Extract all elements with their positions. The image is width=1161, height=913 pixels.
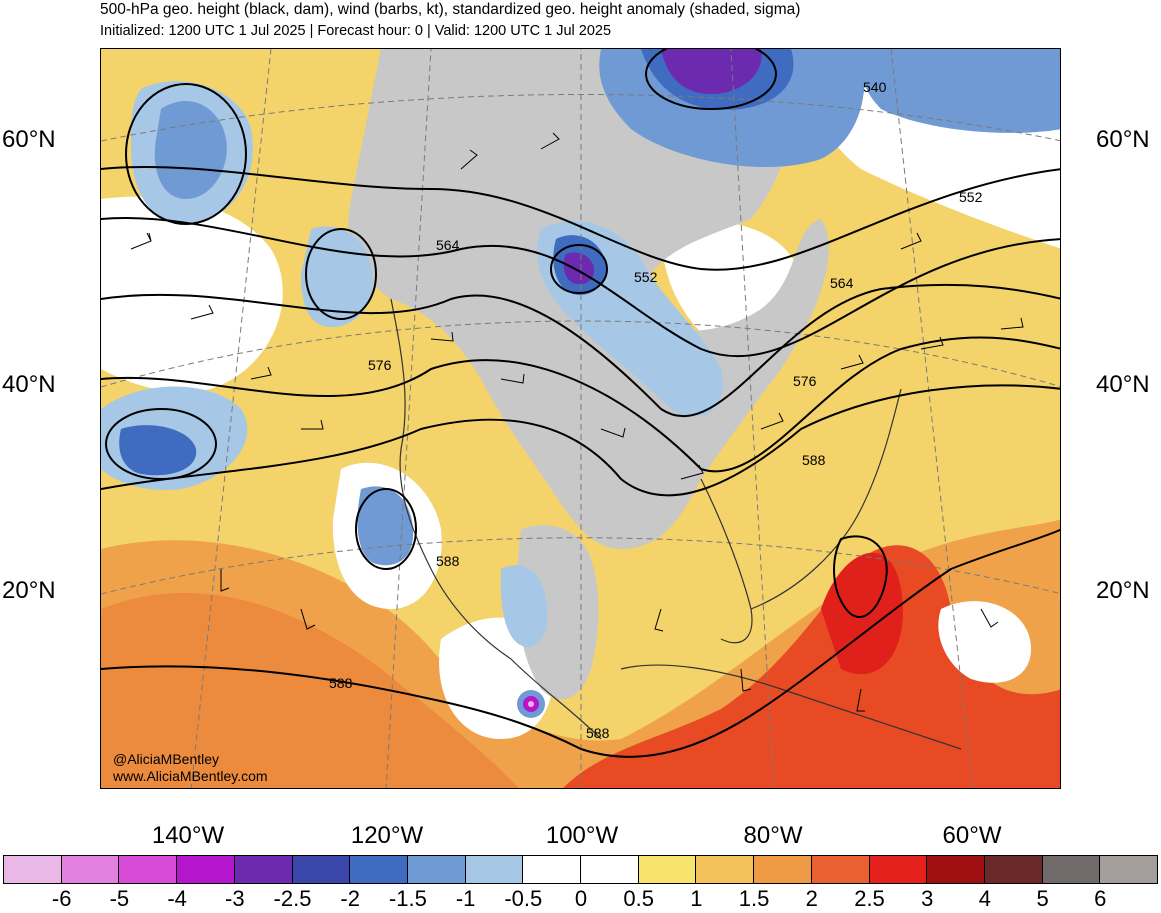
contour-label: 564 — [436, 237, 460, 253]
colorbar-tick-label: 1.5 — [738, 886, 770, 911]
colorbar-swatch — [810, 855, 870, 884]
colorbar-tick-label: 4 — [978, 886, 992, 911]
land-mask-mexico — [517, 525, 599, 700]
colorbar-tick-label: -4 — [167, 886, 187, 911]
colorbar-swatch — [1099, 855, 1159, 884]
lat-label-60-left: 60°N — [2, 126, 56, 153]
anomaly-hurricane-eye — [528, 701, 534, 707]
lon-label-100w: 100°W — [545, 822, 619, 849]
lat-label-40-left: 40°N — [2, 371, 56, 398]
colorbar-tick-label: -2.5 — [273, 886, 312, 911]
colorbar-swatch — [176, 855, 235, 884]
anomaly-orange-pacific — [101, 592, 520, 788]
colorbar-tick-label: -0.5 — [504, 886, 543, 911]
contour-label: 576 — [793, 373, 817, 389]
anomaly-purple-arctic — [661, 49, 762, 94]
colorbar-tick-label: -6 — [51, 886, 72, 911]
contour-label: 540 — [863, 79, 887, 95]
contour-label: 588 — [436, 553, 460, 569]
contour-label: 552 — [959, 189, 983, 205]
map-panel: 540 552 564 552 564 576 576 588 588 588 … — [100, 48, 1061, 789]
height-contours — [101, 49, 1060, 758]
credit-handle: @AliciaMBentley — [113, 751, 220, 767]
colorbar-tick-label: 2 — [805, 886, 818, 911]
contour-label: 564 — [830, 275, 854, 291]
anomaly-red-atlantic — [821, 552, 903, 675]
colorbar-swatch — [580, 855, 639, 884]
colorbar-swatch — [522, 855, 582, 884]
lat-label-20-right: 20°N — [1096, 577, 1150, 604]
map-subtitle: Initialized: 1200 UTC 1 Jul 2025 | Forec… — [100, 23, 612, 39]
colorbar-tick-label: 2.5 — [854, 886, 885, 911]
lon-label-140w: 140°W — [151, 822, 225, 849]
colorbar-swatch — [118, 855, 178, 884]
colorbar-tick-label: 3 — [921, 886, 934, 911]
colorbar-tick-label: 0 — [574, 886, 588, 911]
colorbar-tick-label: -1.5 — [388, 886, 427, 911]
wind-barbs — [130, 132, 1024, 712]
colorbar-swatch — [60, 855, 120, 884]
colorbar-swatch — [695, 855, 755, 884]
colorbar-swatch — [926, 855, 985, 884]
contour-label: 588 — [802, 452, 826, 468]
lon-label-80w: 80°W — [743, 822, 803, 849]
anomaly-neutral-nepac — [101, 196, 283, 392]
colorbar-tick-label: -5 — [109, 886, 130, 911]
colorbar-swatch — [233, 855, 293, 884]
contour-label: 588 — [586, 725, 610, 741]
credit-url: www.AliciaMBentley.com — [113, 768, 268, 784]
colorbar-swatch — [349, 855, 408, 884]
anomaly-blue-mexico — [500, 565, 548, 648]
colorbar-tick-label: 5 — [1036, 886, 1049, 911]
contour-label: 576 — [368, 357, 392, 373]
colorbar-swatch — [868, 855, 928, 884]
colorbar-swatch — [753, 855, 812, 884]
colorbar-tick-label: -2 — [340, 886, 360, 911]
colorbar-tick-label: 1 — [690, 886, 703, 911]
graticule — [101, 49, 1060, 788]
colorbar-swatch — [464, 855, 524, 884]
lat-label-40-right: 40°N — [1096, 371, 1150, 398]
anomaly-blue-greenland — [860, 49, 1060, 133]
anomaly-blue-bc — [301, 226, 374, 328]
contour-label: 588 — [329, 675, 353, 691]
contour-label: 552 — [634, 269, 658, 285]
anomaly-blue-alaska-core — [154, 100, 227, 199]
anomaly-red-caribbean — [563, 545, 1060, 788]
coastlines — [390, 298, 962, 750]
colorbar-tick-label: 6 — [1094, 886, 1107, 911]
lat-label-20-left: 20°N — [2, 577, 56, 604]
colorbar-tick-label: -1 — [455, 886, 476, 911]
map-canvas — [101, 49, 1060, 788]
anomaly-colorbar — [3, 855, 1159, 884]
colorbar-swatch — [983, 855, 1043, 884]
colorbar-tick-label: 0.5 — [623, 886, 654, 911]
lon-label-60w: 60°W — [942, 822, 1002, 849]
lon-label-120w: 120°W — [350, 822, 424, 849]
anomaly-neutral-atlantic — [938, 601, 1031, 683]
map-title: 500-hPa geo. height (black, dam), wind (… — [100, 1, 801, 18]
anomaly-blue-pacific-core — [119, 425, 197, 476]
colorbar-tick-label: -3 — [225, 886, 245, 911]
colorbar-swatch — [406, 855, 466, 884]
colorbar-swatch — [3, 855, 62, 884]
colorbar-swatch — [637, 855, 697, 884]
colorbar-swatch — [1041, 855, 1101, 884]
colorbar-swatch — [291, 855, 351, 884]
lat-label-60-right: 60°N — [1096, 126, 1150, 153]
